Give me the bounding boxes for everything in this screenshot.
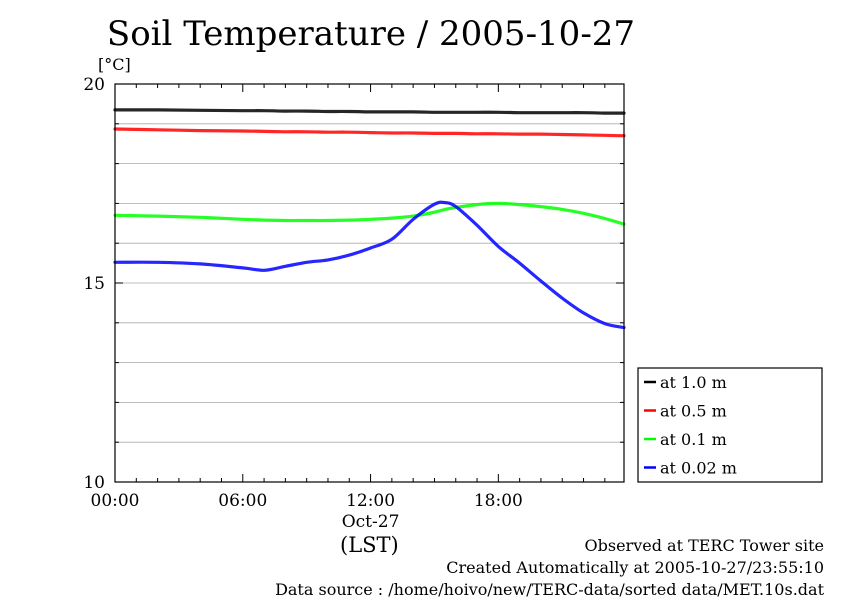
- x-tick-label: 12:00: [346, 491, 395, 511]
- x-tick-label: 18:00: [474, 491, 523, 511]
- y-tick-label: 20: [83, 75, 105, 95]
- y-tick-label: 10: [83, 473, 105, 493]
- x-tick-label: 00:00: [91, 491, 140, 511]
- grid-lines: [115, 123, 624, 443]
- footer-source: Data source : /home/hoivo/new/TERC-data/…: [275, 580, 824, 599]
- legend: at 1.0 m at 0.5 m at 0.1 m at 0.02 m: [637, 367, 823, 483]
- legend-box: [637, 367, 823, 483]
- footer-site: Observed at TERC Tower site: [584, 536, 825, 555]
- legend-label: at 0.5 m: [660, 402, 727, 421]
- footer-created: Created Automatically at 2005-10-27/23:5…: [446, 558, 824, 577]
- series-line-at-0-02-m: [113, 200, 626, 330]
- legend-label: at 0.02 m: [660, 459, 737, 478]
- series-line-at-0-5-m: [113, 127, 626, 138]
- x-date-label: Oct-27: [342, 512, 400, 532]
- y-axis-unit-label: [°C]: [98, 55, 131, 74]
- legend-label: at 0.1 m: [660, 430, 727, 449]
- axis-ticks: 10 15 20 00:00 06:00 12:00 18:00 Oct-27: [83, 75, 624, 532]
- chart-title: Soil Temperature / 2005-10-27: [106, 14, 636, 54]
- y-tick-label: 15: [83, 274, 105, 294]
- x-tick-label: 06:00: [218, 491, 267, 511]
- x-axis-label: (LST): [340, 533, 399, 557]
- series-line-at-0-1-m: [113, 201, 626, 226]
- legend-label: at 1.0 m: [660, 373, 727, 392]
- series-line-at-1-0-m: [113, 108, 626, 115]
- series-lines: [113, 108, 626, 330]
